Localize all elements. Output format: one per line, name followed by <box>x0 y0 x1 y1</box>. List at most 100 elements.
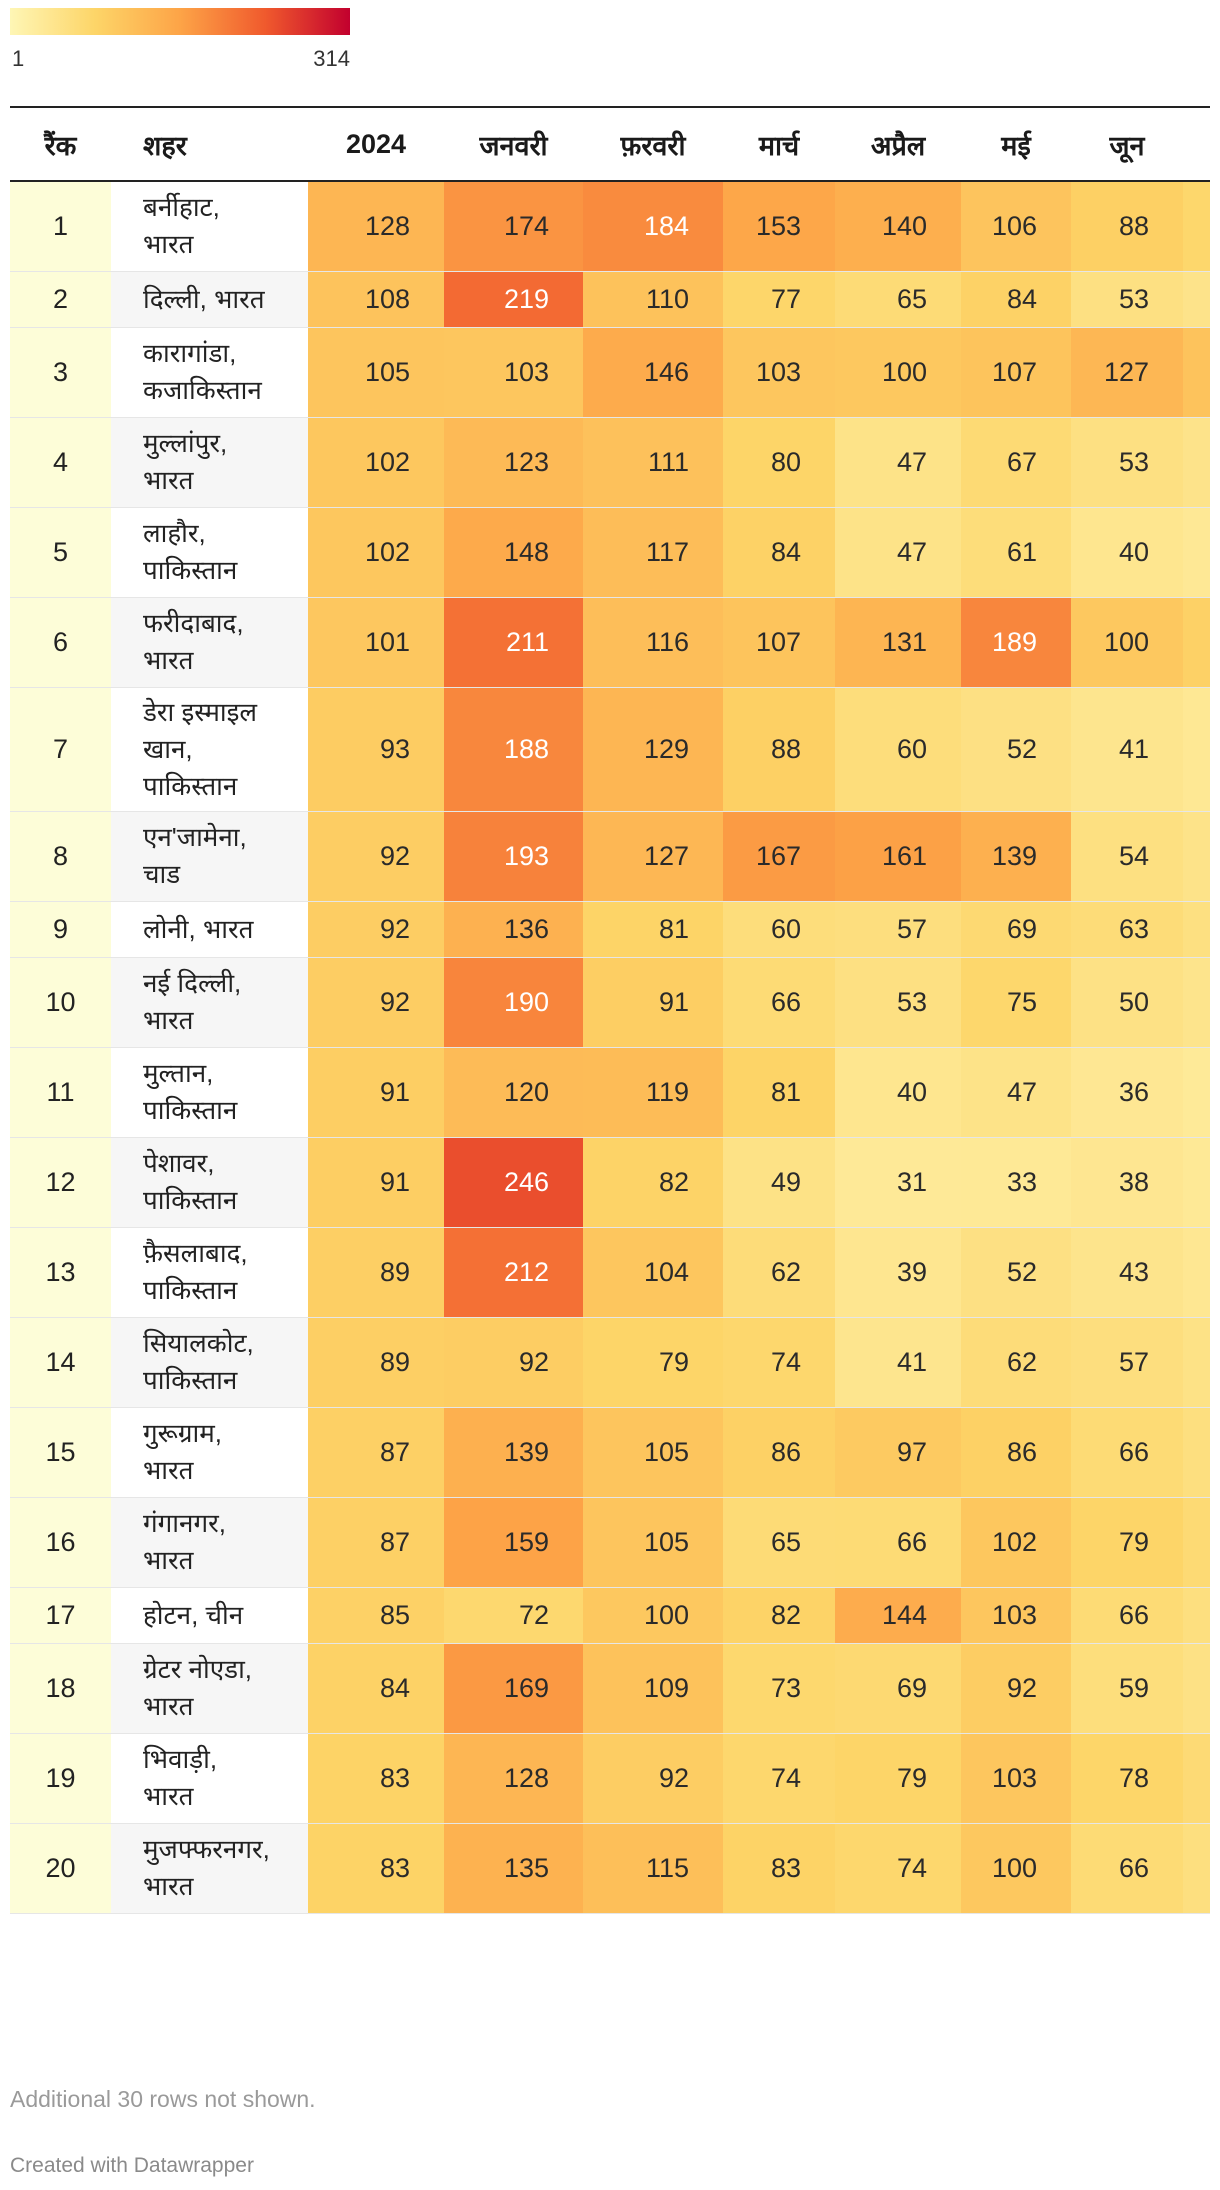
table-header-row: रैंक शहर 2024 जनवरी फ़रवरी मार्च अप्रैल … <box>10 106 1210 182</box>
city-name-line: चाड <box>143 859 181 889</box>
city-name-line: भारत <box>143 1871 194 1901</box>
value-cell: 115 <box>583 1823 723 1914</box>
value-cell: 105 <box>583 1497 723 1588</box>
city-name-line: पाकिस्तान <box>143 1095 238 1125</box>
value-cell: 86 <box>723 1407 835 1498</box>
table-row: 12 पेशावर, पाकिस्तान 91 246 82 49 31 33 38 <box>10 1137 1210 1228</box>
value-cell: 66 <box>835 1497 961 1588</box>
city-cell: दिल्ली, भारत <box>111 271 308 328</box>
value-cell: 47 <box>835 507 961 598</box>
column-header-apr[interactable]: अप्रैल <box>835 106 961 182</box>
value-cell: 189 <box>961 597 1071 688</box>
value-cell: 102 <box>308 507 444 598</box>
value-cell: 79 <box>583 1317 723 1408</box>
value-cell: 81 <box>723 1047 835 1138</box>
value-cell: 140 <box>835 181 961 272</box>
overflow-cell <box>1183 417 1210 508</box>
value-cell: 102 <box>308 417 444 508</box>
value-cell: 63 <box>1071 901 1183 958</box>
value-cell: 39 <box>835 1227 961 1318</box>
value-cell: 77 <box>723 271 835 328</box>
city-cell: मुजफ्फरनगर, भारत <box>111 1823 308 1914</box>
value-cell: 146 <box>583 327 723 418</box>
overflow-cell <box>1183 327 1210 418</box>
overflow-cell <box>1183 1823 1210 1914</box>
value-cell: 127 <box>1071 327 1183 418</box>
column-header-rank[interactable]: रैंक <box>10 106 111 182</box>
value-cell: 127 <box>583 811 723 902</box>
value-cell: 123 <box>444 417 583 508</box>
city-cell: गंगानगर, भारत <box>111 1497 308 1588</box>
value-cell: 52 <box>961 1227 1071 1318</box>
value-cell: 54 <box>1071 811 1183 902</box>
table-row: 10 नई दिल्ली, भारत 92 190 91 66 53 75 50 <box>10 957 1210 1048</box>
value-cell: 66 <box>1071 1587 1183 1644</box>
value-cell: 57 <box>1071 1317 1183 1408</box>
rank-cell: 1 <box>10 181 111 272</box>
city-cell: भिवाड़ी, भारत <box>111 1733 308 1824</box>
overflow-cell <box>1183 1227 1210 1318</box>
overflow-cell <box>1183 687 1210 812</box>
value-cell: 92 <box>308 901 444 958</box>
column-header-city[interactable]: शहर <box>111 106 308 182</box>
city-name-line: फरीदाबाद, <box>143 608 244 638</box>
value-cell: 60 <box>723 901 835 958</box>
value-cell: 219 <box>444 271 583 328</box>
overflow-cell <box>1183 1643 1210 1734</box>
value-cell: 103 <box>444 327 583 418</box>
rank-cell: 16 <box>10 1497 111 1588</box>
value-cell: 73 <box>723 1643 835 1734</box>
value-cell: 31 <box>835 1137 961 1228</box>
value-cell: 91 <box>308 1047 444 1138</box>
city-cell: सियालकोट, पाकिस्तान <box>111 1317 308 1408</box>
value-cell: 61 <box>961 507 1071 598</box>
column-header-2024[interactable]: 2024 <box>308 106 444 182</box>
city-name-line: मुल्लांपुर, <box>143 428 228 458</box>
city-name-line: पाकिस्तान <box>143 770 238 801</box>
city-cell: मुल्लांपुर, भारत <box>111 417 308 508</box>
legend-min-label: 1 <box>12 46 25 71</box>
city-cell: डेरा इस्माइल खान, पाकिस्तान <box>111 687 308 812</box>
value-cell: 128 <box>308 181 444 272</box>
city-name-line: पाकिस्तान <box>143 555 238 585</box>
value-cell: 66 <box>1071 1407 1183 1498</box>
value-cell: 188 <box>444 687 583 812</box>
overflow-cell <box>1183 1137 1210 1228</box>
value-cell: 212 <box>444 1227 583 1318</box>
legend-gradient-bar <box>10 8 350 35</box>
city-name-line: पाकिस्तान <box>143 1365 238 1395</box>
value-cell: 83 <box>308 1733 444 1824</box>
table-row: 6 फरीदाबाद, भारत 101 211 116 107 131 189 100 <box>10 597 1210 688</box>
value-cell: 79 <box>1071 1497 1183 1588</box>
value-cell: 119 <box>583 1047 723 1138</box>
column-header-may[interactable]: मई <box>961 106 1071 182</box>
value-cell: 74 <box>835 1823 961 1914</box>
value-cell: 107 <box>723 597 835 688</box>
value-cell: 161 <box>835 811 961 902</box>
city-name-line: डेरा इस्माइल <box>143 696 258 727</box>
value-cell: 88 <box>1071 181 1183 272</box>
city-cell: पेशावर, पाकिस्तान <box>111 1137 308 1228</box>
value-cell: 111 <box>583 417 723 508</box>
value-cell: 78 <box>1071 1733 1183 1824</box>
city-name-line: भिवाड़ी, <box>143 1744 218 1774</box>
rank-cell: 7 <box>10 687 111 812</box>
rank-cell: 13 <box>10 1227 111 1318</box>
city-name-line: भारत <box>143 1691 194 1721</box>
color-legend: 1 314 <box>10 8 350 71</box>
value-cell: 136 <box>444 901 583 958</box>
value-cell: 246 <box>444 1137 583 1228</box>
overflow-cell <box>1183 1733 1210 1824</box>
value-cell: 107 <box>961 327 1071 418</box>
city-name-line: पाकिस्तान <box>143 1185 238 1215</box>
table-row: 8 एन'जामेना, चाड 92 193 127 167 161 139 54 <box>10 811 1210 902</box>
table-row: 5 लाहौर, पाकिस्तान 102 148 117 84 47 61 40 <box>10 507 1210 598</box>
table-row: 2 दिल्ली, भारत 108 219 110 77 65 84 53 <box>10 271 1210 328</box>
city-name-line: होटन, चीन <box>143 1599 244 1630</box>
value-cell: 184 <box>583 181 723 272</box>
column-header-mar[interactable]: मार्च <box>723 106 835 182</box>
column-header-jun[interactable]: जून <box>1071 106 1183 182</box>
column-header-jan[interactable]: जनवरी <box>444 106 583 182</box>
column-header-feb[interactable]: फ़रवरी <box>583 106 723 182</box>
value-cell: 53 <box>1071 417 1183 508</box>
